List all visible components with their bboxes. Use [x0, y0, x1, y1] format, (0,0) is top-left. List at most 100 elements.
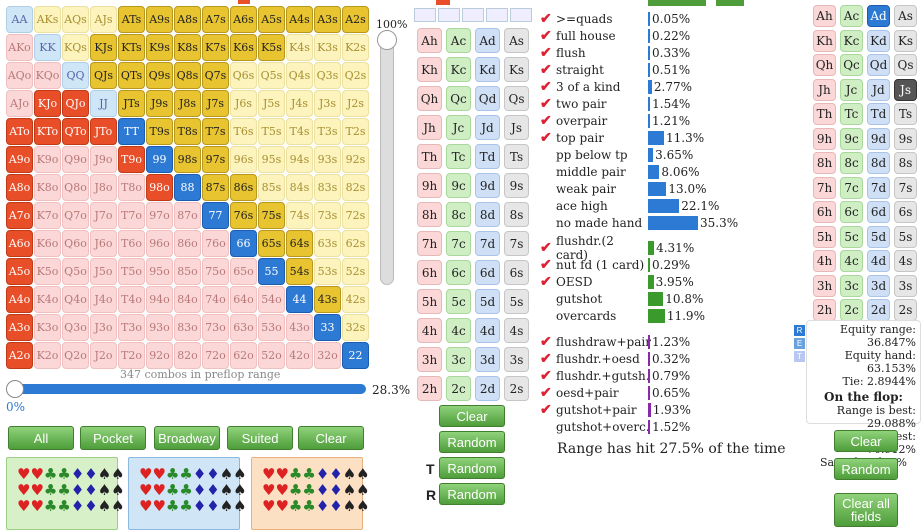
- hand-cell-Q2o[interactable]: Q2o: [62, 342, 89, 369]
- hand-cell-AQo[interactable]: AQo: [6, 62, 33, 89]
- stat-row[interactable]: gutshot 10.8%: [540, 290, 790, 307]
- board-card-5c[interactable]: 5c: [446, 289, 471, 314]
- board-card-2c[interactable]: 2c: [446, 376, 471, 401]
- hand-cell-76o[interactable]: 76o: [202, 230, 229, 257]
- hand-cell-JTs[interactable]: JTs: [118, 90, 145, 117]
- hand-cell-85s[interactable]: 85s: [258, 174, 285, 201]
- hand-cell-KK[interactable]: KK: [34, 34, 61, 61]
- hand-cell-77[interactable]: 77: [202, 202, 229, 229]
- hand-cell-T6o[interactable]: T6o: [118, 230, 145, 257]
- hand-cell-84o[interactable]: 84o: [174, 286, 201, 313]
- hand-cell-JJ[interactable]: JJ: [90, 90, 117, 117]
- hand-cell-86s[interactable]: 86s: [230, 174, 257, 201]
- stat-row[interactable]: ✔ flushdr.+oesd 0.32%: [540, 350, 790, 367]
- hand-cell-74s[interactable]: 74s: [286, 202, 313, 229]
- check-icon[interactable]: ✔: [540, 95, 552, 112]
- hand-cell-75o[interactable]: 75o: [202, 258, 229, 285]
- hand-cell-ATo[interactable]: ATo: [6, 118, 33, 145]
- hand-cell-22[interactable]: 22: [342, 342, 369, 369]
- hand-cell-K6o[interactable]: K6o: [34, 230, 61, 257]
- hand-cell-63s[interactable]: 63s: [314, 230, 341, 257]
- turn-random-button[interactable]: Random: [439, 457, 505, 479]
- hand-cell-94o[interactable]: 94o: [146, 286, 173, 313]
- check-icon[interactable]: ✔: [540, 239, 552, 256]
- hand-cell-A3o[interactable]: A3o: [6, 314, 33, 341]
- hand-card-9h[interactable]: 9h: [813, 127, 836, 150]
- hand-card-Qd[interactable]: Qd: [867, 54, 890, 76]
- hand-cell-64s[interactable]: 64s: [286, 230, 313, 257]
- hand-cell-65o[interactable]: 65o: [230, 258, 257, 285]
- board-card-3h[interactable]: 3h: [417, 347, 442, 372]
- hand-cell-K4o[interactable]: K4o: [34, 286, 61, 313]
- hand-card-Jh[interactable]: Jh: [813, 78, 836, 101]
- hand-cell-T9o[interactable]: T9o: [118, 146, 145, 173]
- hand-card-Js[interactable]: Js: [894, 78, 917, 101]
- hand-cell-KTs[interactable]: KTs: [118, 34, 145, 61]
- hand-card-Td[interactable]: Td: [867, 103, 890, 125]
- stat-row[interactable]: ✔ OESD 3.95%: [540, 273, 790, 290]
- hand-cell-86o[interactable]: 86o: [174, 230, 201, 257]
- board-card-7c[interactable]: 7c: [446, 231, 471, 256]
- hand-cell-K7s[interactable]: K7s: [202, 34, 229, 61]
- hand-cell-AJs[interactable]: AJs: [90, 6, 117, 33]
- hand-card-5s[interactable]: 5s: [894, 225, 917, 248]
- hand-card-Qc[interactable]: Qc: [840, 54, 863, 76]
- hand-card-9d[interactable]: 9d: [867, 127, 890, 150]
- hand-card-8s[interactable]: 8s: [894, 152, 917, 174]
- hand-cell-J8o[interactable]: J8o: [90, 174, 117, 201]
- board-card-7h[interactable]: 7h: [417, 231, 442, 256]
- check-icon[interactable]: ✔: [540, 10, 552, 27]
- stat-row[interactable]: ✔ overpair 1.21%: [540, 112, 790, 129]
- hand-card-4d[interactable]: 4d: [867, 250, 890, 272]
- hand-cell-74o[interactable]: 74o: [202, 286, 229, 313]
- check-icon[interactable]: ✔: [540, 44, 552, 61]
- hand-cell-95o[interactable]: 95o: [146, 258, 173, 285]
- hand-cell-A5o[interactable]: A5o: [6, 258, 33, 285]
- hand-card-2c[interactable]: 2c: [840, 299, 863, 321]
- hand-cell-53s[interactable]: 53s: [314, 258, 341, 285]
- range-percent-slider[interactable]: [8, 384, 366, 394]
- hand-cell-KJo[interactable]: KJo: [34, 90, 61, 117]
- check-icon[interactable]: ✔: [540, 367, 552, 384]
- hand-cell-AJo[interactable]: AJo: [6, 90, 33, 117]
- board-card-3s[interactable]: 3s: [504, 347, 529, 372]
- hand-card-Ac[interactable]: Ac: [840, 5, 863, 27]
- hand-cell-Q6o[interactable]: Q6o: [62, 230, 89, 257]
- hand-cell-KQo[interactable]: KQo: [34, 62, 61, 89]
- check-icon[interactable]: ✔: [540, 256, 552, 273]
- hand-cell-65s[interactable]: 65s: [258, 230, 285, 257]
- preset-range-3[interactable]: ♥♥♣♣♦♦♠♠ ♥♥♣♣♦♦♠♠ ♥♥♣♣♦♦♠♠: [251, 457, 370, 530]
- hand-card-3d[interactable]: 3d: [867, 274, 890, 297]
- hand-cell-72o[interactable]: 72o: [202, 342, 229, 369]
- board-card-8h[interactable]: 8h: [417, 202, 442, 227]
- hand-cell-44[interactable]: 44: [286, 286, 313, 313]
- stat-row[interactable]: ✔ top pair 11.3%: [540, 129, 790, 146]
- stat-row[interactable]: ✔ 3 of a kind 2.77%: [540, 78, 790, 95]
- hand-card-6d[interactable]: 6d: [867, 201, 890, 223]
- hand-card-6c[interactable]: 6c: [840, 201, 863, 223]
- hand-card-Ts[interactable]: Ts: [894, 103, 917, 125]
- hand-cell-32o[interactable]: 32o: [314, 342, 341, 369]
- hand-cell-83o[interactable]: 83o: [174, 314, 201, 341]
- hand-cell-QTs[interactable]: QTs: [118, 62, 145, 89]
- hand-cell-66[interactable]: 66: [230, 230, 257, 257]
- hand-cell-T5s[interactable]: T5s: [258, 118, 285, 145]
- stat-row[interactable]: middle pair 8.06%: [540, 163, 790, 180]
- hand-cell-54s[interactable]: 54s: [286, 258, 313, 285]
- hand-cell-53o[interactable]: 53o: [258, 314, 285, 341]
- hand-cell-T7s[interactable]: T7s: [202, 118, 229, 145]
- hand-cell-J2o[interactable]: J2o: [90, 342, 117, 369]
- river-random-button[interactable]: Random: [439, 483, 505, 505]
- range-pocket-button[interactable]: Pocket: [80, 426, 146, 450]
- hand-cell-87o[interactable]: 87o: [174, 202, 201, 229]
- hand-cell-QJo[interactable]: QJo: [62, 90, 89, 117]
- hand-cell-A8s[interactable]: A8s: [174, 6, 201, 33]
- hand-cell-QJs[interactable]: QJs: [90, 62, 117, 89]
- hand-card-6s[interactable]: 6s: [894, 201, 917, 223]
- hand-cell-T6s[interactable]: T6s: [230, 118, 257, 145]
- board-card-Jd[interactable]: Jd: [475, 115, 500, 140]
- hand-cell-Q9s[interactable]: Q9s: [146, 62, 173, 89]
- hand-cell-A5s[interactable]: A5s: [258, 6, 285, 33]
- hand-cell-AKs[interactable]: AKs: [34, 6, 61, 33]
- hand-card-3h[interactable]: 3h: [813, 274, 836, 297]
